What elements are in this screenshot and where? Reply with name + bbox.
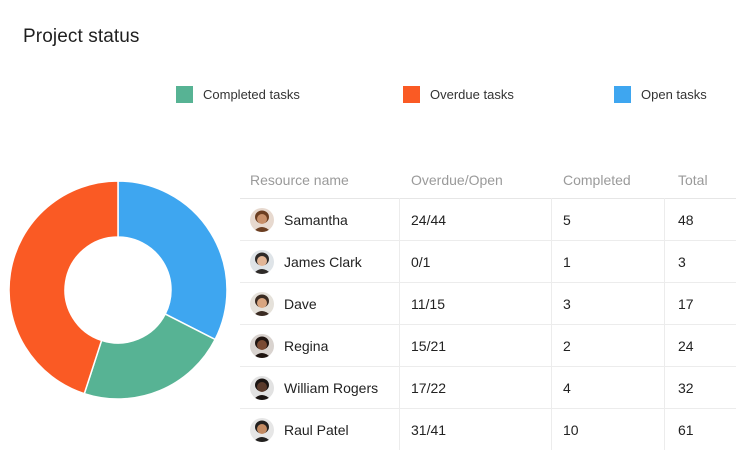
status-donut-chart	[8, 180, 228, 400]
overdue-open-cell: 31/41	[411, 421, 447, 438]
header-total: Total	[678, 172, 708, 188]
table-row[interactable]: James Clark 0/1 1 3	[240, 241, 736, 283]
total-cell: 17	[678, 295, 694, 312]
completed-cell: 1	[563, 253, 571, 270]
column-divider	[399, 198, 400, 450]
resource-name-cell: Regina	[250, 325, 328, 366]
samantha-avatar	[250, 207, 274, 232]
overdue-open-cell: 17/22	[411, 379, 447, 396]
column-divider	[664, 198, 665, 450]
completed-cell: 2	[563, 337, 571, 354]
resource-name: Samantha	[284, 211, 348, 228]
legend-item-completed: Completed tasks	[176, 86, 300, 103]
legend-swatch-completed	[176, 86, 193, 103]
dave-avatar	[250, 291, 274, 316]
donut-slice-open-tasks[interactable]	[117, 180, 228, 341]
regina-avatar	[250, 333, 274, 358]
completed-cell: 4	[563, 379, 571, 396]
table-row[interactable]: Dave 11/15 3 17	[240, 283, 736, 325]
completed-cell: 5	[563, 211, 571, 228]
resource-name: Regina	[284, 337, 329, 354]
table-row[interactable]: William Rogers 17/22 4 32	[240, 367, 736, 409]
james-clark-avatar	[250, 249, 274, 274]
resource-name-cell: Dave	[250, 283, 317, 324]
total-cell: 48	[678, 211, 694, 228]
page-title: Project status	[23, 26, 140, 47]
donut-slice-overdue-tasks[interactable]	[8, 180, 119, 395]
overdue-open-cell: 24/44	[411, 211, 447, 228]
legend-swatch-overdue	[403, 86, 420, 103]
total-cell: 3	[678, 253, 686, 270]
table-header: Resource name Overdue/Open Completed Tot…	[240, 162, 736, 199]
resource-name: James Clark	[284, 253, 362, 270]
table-row[interactable]: Regina 15/21 2 24	[240, 325, 736, 367]
header-completed: Completed	[563, 172, 631, 188]
legend-item-open: Open tasks	[614, 86, 707, 103]
total-cell: 61	[678, 421, 694, 438]
header-overdue-open: Overdue/Open	[411, 172, 503, 188]
william-rogers-avatar	[250, 375, 274, 400]
table-row[interactable]: Samantha 24/44 5 48	[240, 199, 736, 241]
resource-name: Raul Patel	[284, 421, 349, 438]
legend-label-overdue: Overdue tasks	[430, 87, 514, 102]
legend-swatch-open	[614, 86, 631, 103]
total-cell: 32	[678, 379, 694, 396]
resource-name: William Rogers	[284, 379, 379, 396]
resource-name-cell: James Clark	[250, 241, 362, 282]
overdue-open-cell: 0/1	[411, 253, 431, 270]
table-row[interactable]: Raul Patel 31/41 10 61	[240, 409, 736, 450]
completed-cell: 10	[563, 421, 579, 438]
resource-name-cell: Samantha	[250, 199, 348, 240]
legend-label-open: Open tasks	[641, 87, 707, 102]
overdue-open-cell: 11/15	[411, 295, 445, 312]
legend-label-completed: Completed tasks	[203, 87, 300, 102]
overdue-open-cell: 15/21	[411, 337, 447, 354]
resource-name: Dave	[284, 295, 317, 312]
header-resource-name: Resource name	[250, 172, 349, 188]
resource-name-cell: William Rogers	[250, 367, 378, 408]
column-divider	[551, 198, 552, 450]
resource-name-cell: Raul Patel	[250, 409, 349, 450]
donut-slice-completed-tasks[interactable]	[83, 313, 217, 400]
completed-cell: 3	[563, 295, 571, 312]
resource-table: Resource name Overdue/Open Completed Tot…	[240, 162, 736, 450]
total-cell: 24	[678, 337, 694, 354]
raul-patel-avatar	[250, 417, 274, 442]
legend-item-overdue: Overdue tasks	[403, 86, 514, 103]
